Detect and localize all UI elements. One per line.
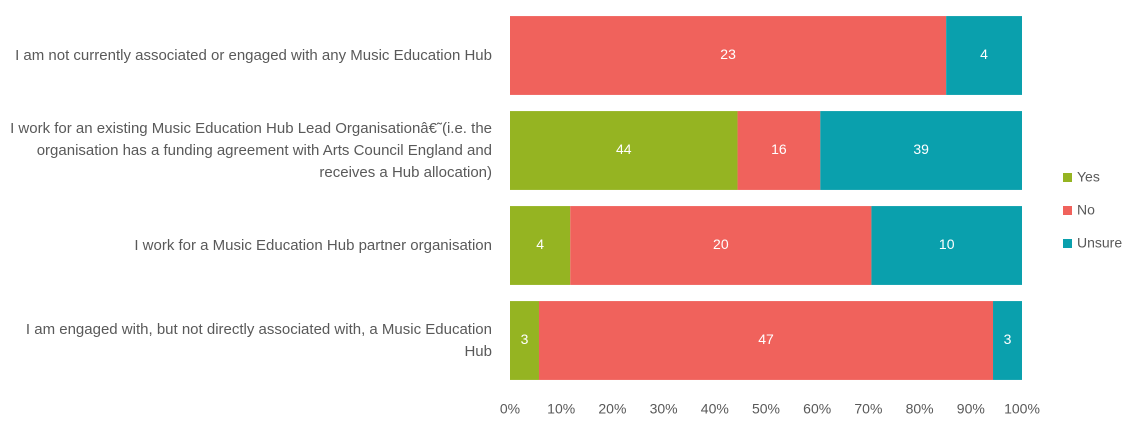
- legend-swatch: [1063, 206, 1072, 215]
- legend-swatch: [1063, 239, 1072, 248]
- bar-segment: [737, 111, 821, 190]
- data-label: 44: [616, 141, 632, 157]
- data-label: 3: [521, 331, 529, 347]
- legend-swatch: [1063, 173, 1072, 182]
- bar-segment: [820, 111, 1022, 190]
- data-label: 39: [913, 141, 929, 157]
- y-tick-label: I am engaged with, but not directly asso…: [25, 320, 492, 360]
- data-label: 16: [771, 141, 787, 157]
- legend-label: Yes: [1077, 169, 1100, 185]
- data-label: 47: [758, 331, 774, 347]
- data-label: 3: [1004, 331, 1012, 347]
- data-label: 20: [713, 236, 729, 252]
- legend-label: No: [1077, 202, 1095, 218]
- bar-segment: [946, 16, 1022, 95]
- x-tick-label: 100%: [1004, 401, 1040, 417]
- bar-segment: [570, 206, 872, 285]
- bar-segment: [510, 16, 947, 95]
- y-tick-label: I work for a Music Education Hub partner…: [134, 236, 492, 254]
- data-label: 23: [720, 46, 736, 62]
- bar-segment: [871, 206, 1022, 285]
- y-tick-label: I am not currently associated or engaged…: [15, 46, 492, 64]
- x-tick-label: 60%: [803, 401, 831, 417]
- x-tick-label: 70%: [854, 401, 882, 417]
- data-label: 4: [980, 46, 988, 62]
- y-tick-label: I work for an existing Music Education H…: [10, 119, 492, 181]
- bar-segment: [510, 206, 571, 285]
- x-tick-label: 10%: [547, 401, 575, 417]
- bar-segment: [510, 301, 539, 380]
- x-tick-label: 80%: [906, 401, 934, 417]
- bar-segment: [538, 301, 994, 380]
- x-tick-label: 0%: [500, 401, 520, 417]
- data-label: 10: [939, 236, 955, 252]
- x-tick-label: 50%: [752, 401, 780, 417]
- x-tick-label: 30%: [650, 401, 678, 417]
- data-label: 4: [536, 236, 544, 252]
- bar-segment: [510, 111, 738, 190]
- x-tick-label: 90%: [957, 401, 985, 417]
- legend-label: Unsure: [1077, 235, 1122, 251]
- x-tick-label: 40%: [701, 401, 729, 417]
- bar-segment: [993, 301, 1022, 380]
- x-tick-label: 20%: [598, 401, 626, 417]
